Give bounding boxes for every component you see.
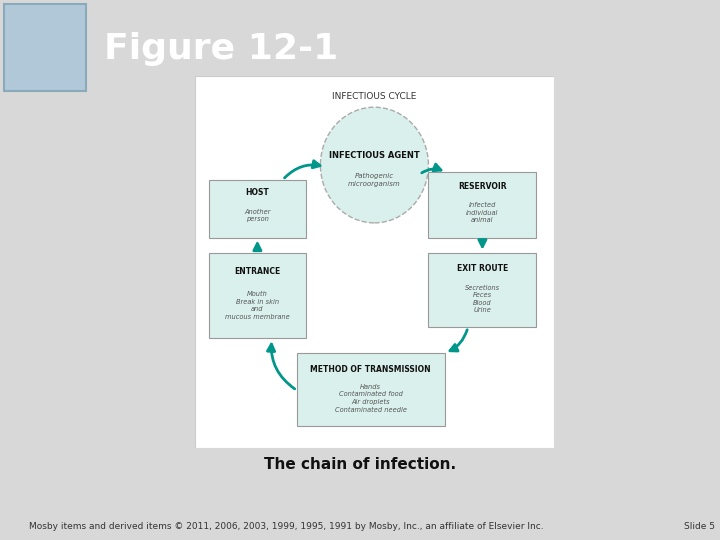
Text: Another
person: Another person [244,209,271,222]
FancyBboxPatch shape [4,4,86,91]
FancyBboxPatch shape [209,253,306,338]
Text: Hands
Contaminated food
Air droplets
Contaminated needle: Hands Contaminated food Air droplets Con… [335,384,407,413]
Text: The chain of infection.: The chain of infection. [264,457,456,472]
Text: Infected
individual
animal: Infected individual animal [467,202,498,224]
Text: INFECTIOUS CYCLE: INFECTIOUS CYCLE [332,92,417,102]
Text: HOST: HOST [246,188,269,197]
FancyBboxPatch shape [209,180,306,238]
Text: Secretions
Feces
Blood
Urine: Secretions Feces Blood Urine [465,285,500,313]
FancyBboxPatch shape [428,253,536,327]
Text: RESERVOIR: RESERVOIR [458,183,507,191]
Text: EXIT ROUTE: EXIT ROUTE [456,265,508,273]
Text: INFECTIOUS AGENT: INFECTIOUS AGENT [329,151,420,160]
Text: Pathogenic
microorganism: Pathogenic microorganism [348,173,401,187]
Text: METHOD OF TRANSMISSION: METHOD OF TRANSMISSION [310,364,431,374]
FancyBboxPatch shape [297,353,445,426]
Ellipse shape [320,107,428,223]
Text: Figure 12-1: Figure 12-1 [104,32,338,66]
Text: ENTRANCE: ENTRANCE [234,267,281,276]
FancyBboxPatch shape [428,172,536,238]
FancyBboxPatch shape [194,76,554,448]
Text: Slide 5: Slide 5 [684,522,715,531]
Text: Mouth
Break in skin
and
mucous membrane: Mouth Break in skin and mucous membrane [225,292,289,320]
Text: Mosby items and derived items © 2011, 2006, 2003, 1999, 1995, 1991 by Mosby, Inc: Mosby items and derived items © 2011, 20… [29,522,544,531]
